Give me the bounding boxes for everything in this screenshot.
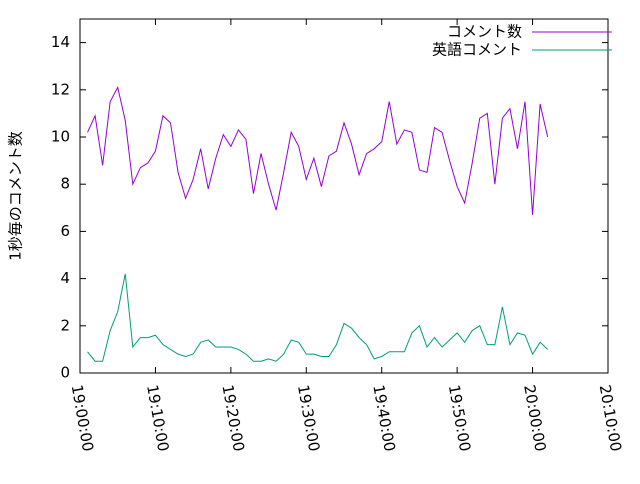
y-tick-label: 2 (60, 316, 70, 334)
y-tick-label: 10 (51, 128, 70, 146)
x-tick-label: 19:40:00 (369, 383, 398, 452)
series-line (87, 86, 549, 215)
x-tick-label: 20:10:00 (596, 383, 625, 452)
y-axis-label: 1秒毎のコメント数 (7, 131, 25, 261)
x-tick-label: 19:10:00 (143, 383, 172, 452)
legend-label: コメント数 (447, 23, 522, 41)
y-tick-label: 4 (60, 269, 70, 287)
x-tick-label: 19:30:00 (294, 383, 323, 452)
plot-frame (79, 18, 609, 374)
x-tick-label: 19:50:00 (445, 383, 474, 452)
legend-label: 英語コメント (432, 41, 522, 59)
x-tick-label: 20:00:00 (520, 383, 549, 452)
y-tick-label: 12 (51, 80, 70, 98)
y-tick-label: 14 (51, 33, 70, 51)
x-tick-label: 19:00:00 (68, 383, 97, 452)
y-tick-label: 8 (60, 175, 70, 193)
y-tick-label: 0 (60, 364, 70, 382)
x-tick-label: 19:20:00 (218, 383, 247, 452)
y-tick-label: 6 (60, 222, 70, 240)
series-line (87, 273, 548, 362)
